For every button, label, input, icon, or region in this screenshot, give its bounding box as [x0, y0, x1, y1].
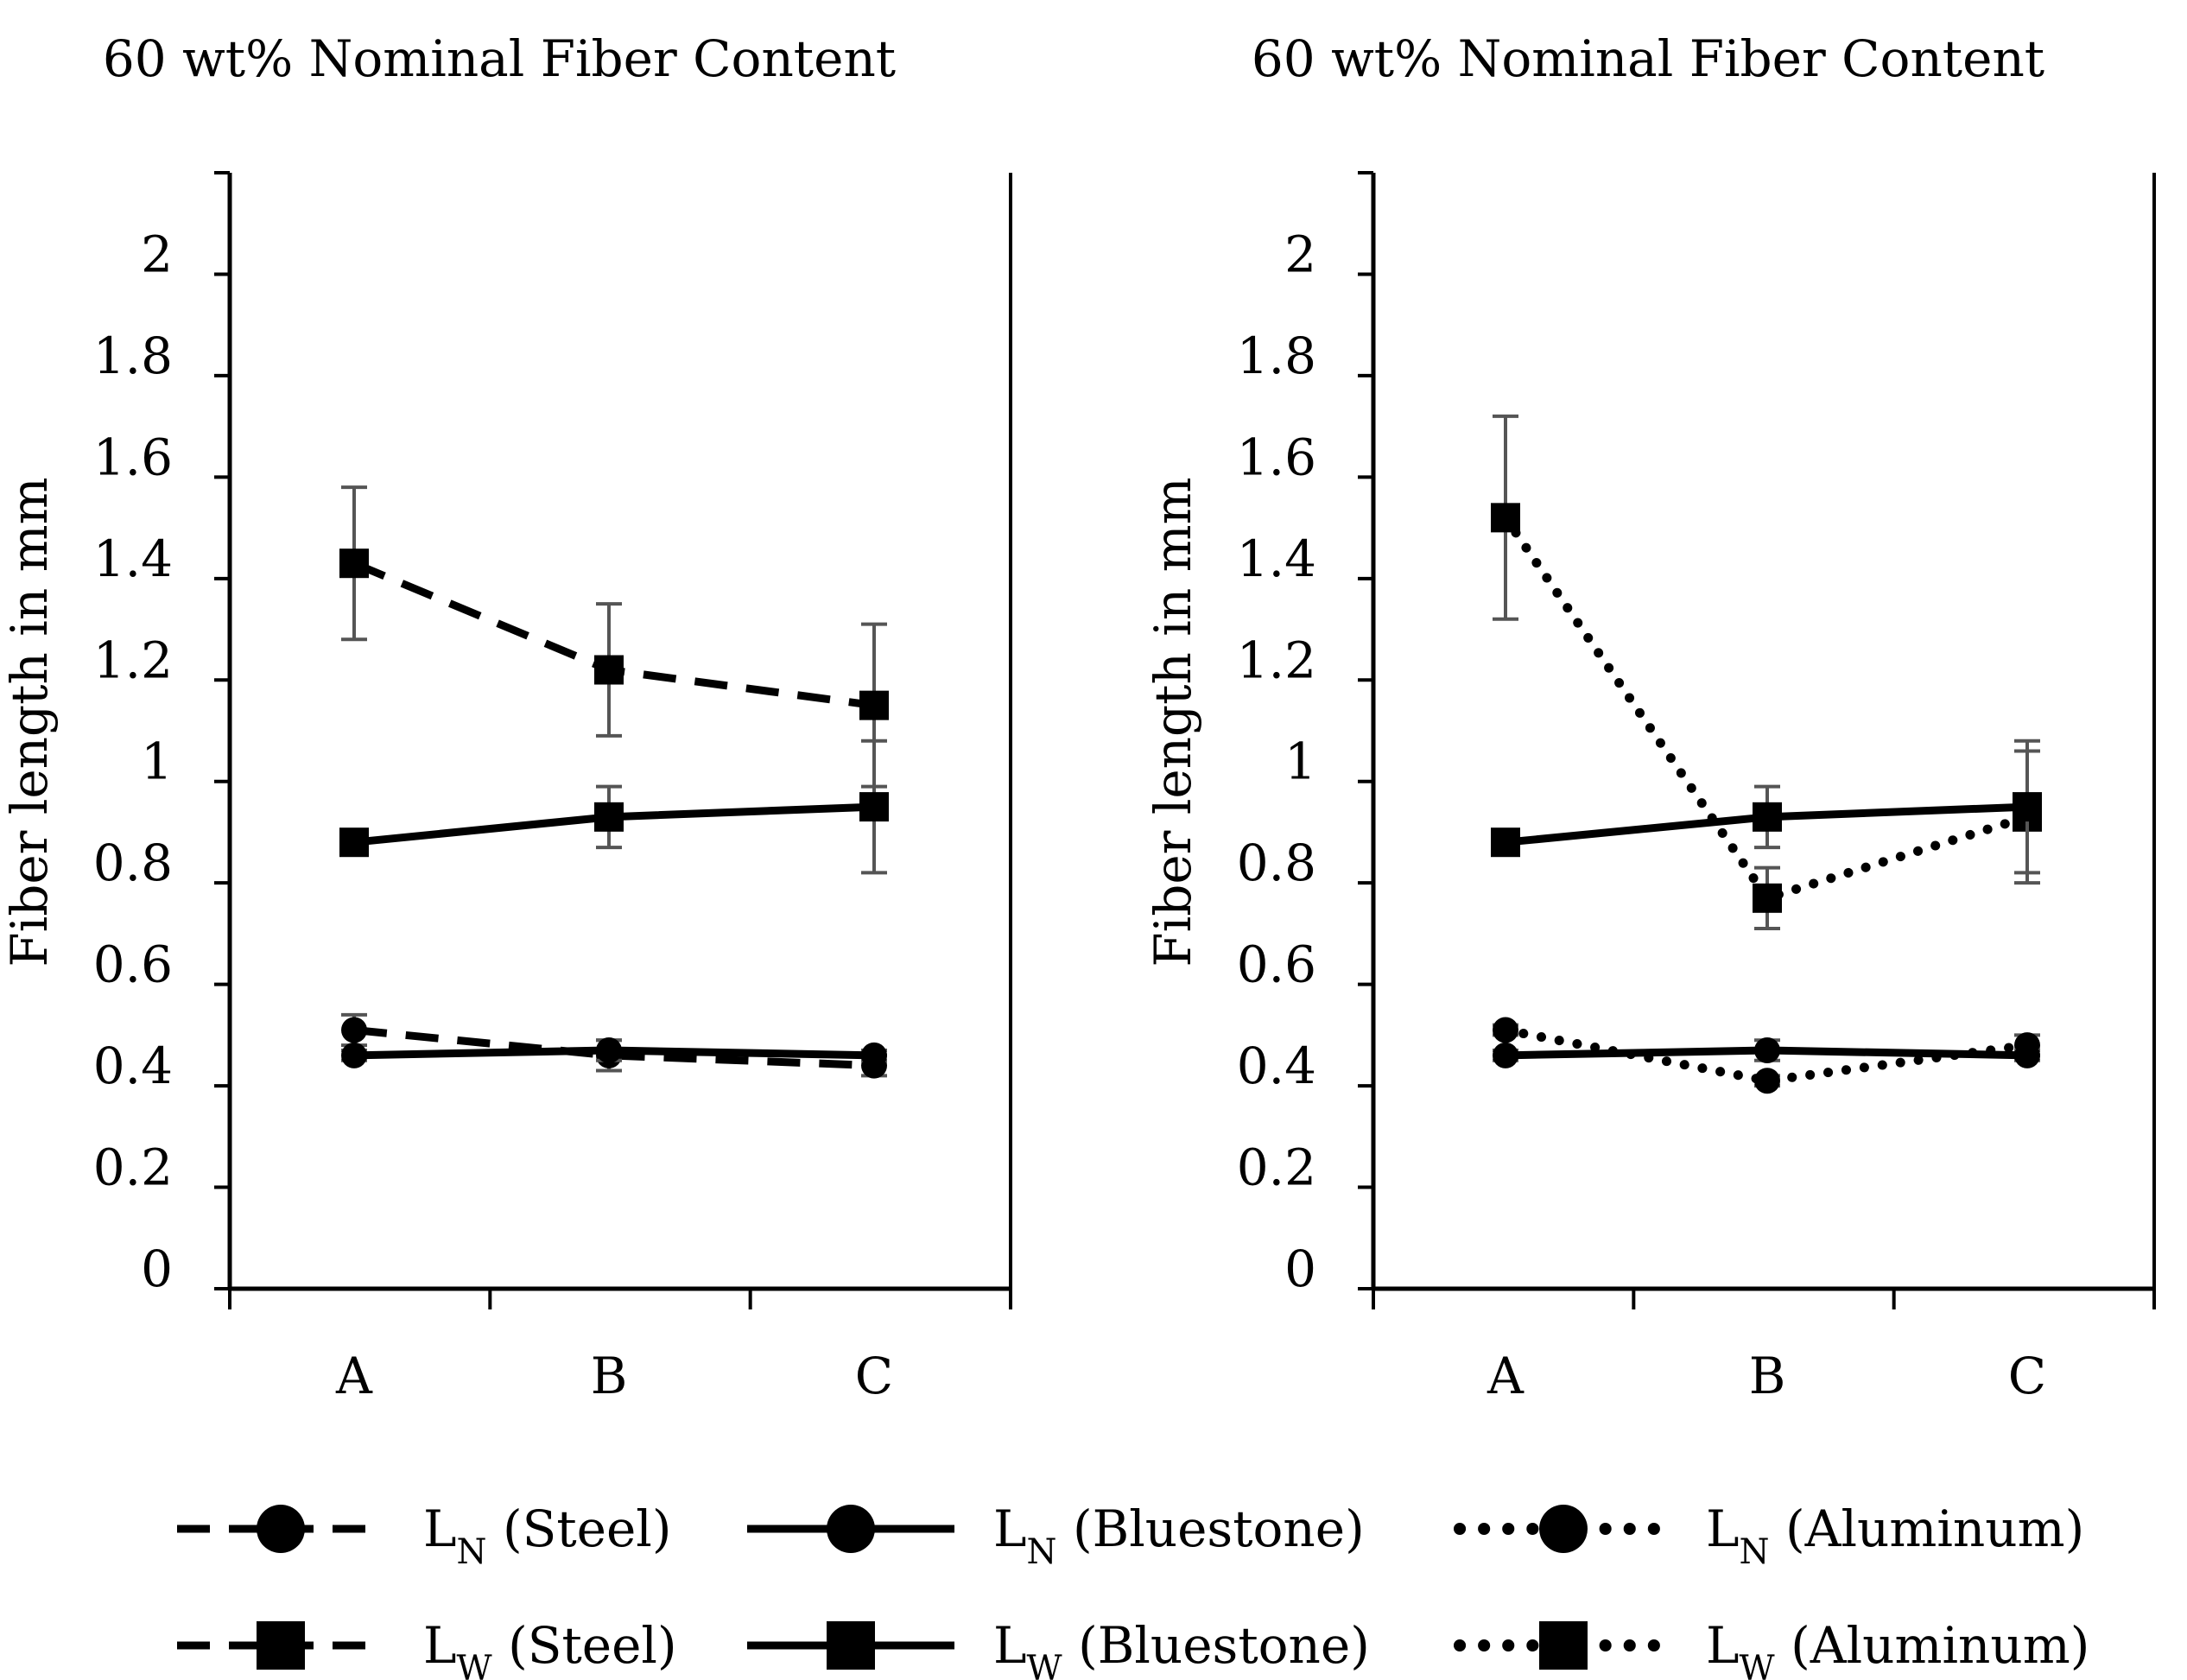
x-tick-label: B: [591, 1347, 628, 1405]
x-tick-label: B: [1749, 1347, 1786, 1405]
series-lw-bluestone: [339, 739, 889, 875]
legend-label: LN (Aluminum): [1706, 1499, 2084, 1572]
data-point: [339, 827, 369, 858]
legend-marker: [827, 1621, 875, 1670]
data-point: [341, 1042, 367, 1068]
legend: LN (Steel) LN (Bluestone) LN (Aluminum) LW …: [177, 1499, 2089, 1680]
y-tick-label: 0.6: [93, 935, 173, 994]
y-tick-label: 1.6: [1237, 428, 1316, 486]
data-point: [1754, 1068, 1780, 1094]
legend-item: LW (Steel): [177, 1616, 677, 1680]
legend-item: LN (Aluminum): [1454, 1499, 2084, 1572]
data-point: [1753, 802, 1782, 832]
y-tick-label: 1.2: [93, 631, 173, 689]
chart-panels: 60 wt% Nominal Fiber Content Fiber length…: [0, 29, 2156, 1405]
y-tick-label: 0: [1284, 1239, 1316, 1298]
legend-label: LN (Bluestone): [993, 1499, 1365, 1572]
x-tick-label: C: [855, 1347, 893, 1405]
y-tick-label: 1.8: [1237, 326, 1316, 385]
data-point: [341, 1017, 367, 1043]
legend-marker: [1539, 1621, 1588, 1670]
y-tick-label: 0.8: [1237, 834, 1316, 892]
data-point: [596, 1037, 622, 1063]
data-point: [1491, 503, 1520, 533]
series-lw-bluestone: [1491, 739, 2042, 875]
x-tick-label: A: [1487, 1347, 1525, 1405]
x-tick-label: C: [2008, 1347, 2046, 1405]
legend-label: LN (Steel): [423, 1499, 671, 1572]
data-point: [2013, 792, 2042, 822]
series-ln-bluestone: [1493, 1037, 2040, 1068]
data-point: [859, 792, 889, 822]
legend-item: LW (Aluminum): [1454, 1616, 2089, 1680]
series-lw-steel: [339, 485, 889, 789]
legend-marker: [257, 1621, 305, 1670]
y-tick-label: 0.4: [1237, 1037, 1316, 1095]
legend-marker: [1539, 1505, 1588, 1553]
data-point: [594, 655, 624, 685]
legend-label: LW (Bluestone): [993, 1616, 1370, 1680]
y-axis-label: Fiber length in mm: [1144, 477, 1202, 967]
data-point: [1491, 827, 1520, 858]
chart-panel-1: 60 wt% Nominal Fiber Content Fiber length…: [0, 29, 1012, 1405]
y-tick-label: 1.8: [93, 326, 173, 385]
data-point: [1754, 1037, 1780, 1063]
data-point: [339, 548, 369, 579]
y-tick-label: 1.4: [1237, 529, 1316, 588]
data-point: [1753, 883, 1782, 913]
y-tick-label: 2: [141, 225, 173, 283]
chart-panel-2: 60 wt% Nominal Fiber Content Fiber length…: [1144, 29, 2156, 1405]
y-tick-label: 1: [1284, 732, 1316, 791]
y-tick-label: 0.2: [1237, 1138, 1316, 1197]
data-point: [1493, 1042, 1518, 1068]
y-tick-label: 1.4: [93, 529, 173, 588]
chart-title: 60 wt% Nominal Fiber Content: [1252, 29, 2044, 88]
legend-marker: [827, 1505, 875, 1553]
data-point: [861, 1042, 887, 1068]
series-line: [353, 1026, 875, 1070]
data-point: [594, 802, 624, 832]
data-point: [2014, 1042, 2040, 1068]
legend-label: LW (Aluminum): [1706, 1616, 2089, 1680]
series-lw-aluminum: [1491, 414, 2042, 931]
legend-marker: [257, 1505, 305, 1553]
chart-title: 60 wt% Nominal Fiber Content: [103, 29, 896, 88]
data-point: [1493, 1017, 1518, 1043]
y-tick-label: 2: [1284, 225, 1316, 283]
y-axis-label: Fiber length in mm: [0, 477, 59, 967]
legend-label: LW (Steel): [423, 1616, 677, 1680]
y-tick-label: 0.4: [93, 1037, 173, 1095]
legend-item: LN (Steel): [177, 1499, 671, 1572]
legend-item: LN (Bluestone): [747, 1499, 1365, 1572]
y-tick-label: 0.8: [93, 834, 173, 892]
y-tick-label: 0.6: [1237, 935, 1316, 994]
y-tick-label: 1: [141, 732, 173, 791]
series-ln-bluestone: [341, 1037, 887, 1068]
y-tick-label: 1.2: [1237, 631, 1316, 689]
y-tick-label: 0: [141, 1239, 173, 1298]
data-point: [859, 690, 889, 720]
x-tick-label: A: [335, 1347, 373, 1405]
y-tick-label: 0.2: [93, 1138, 173, 1197]
legend-item: LW (Bluestone): [747, 1616, 1370, 1680]
y-tick-label: 1.6: [93, 428, 173, 486]
